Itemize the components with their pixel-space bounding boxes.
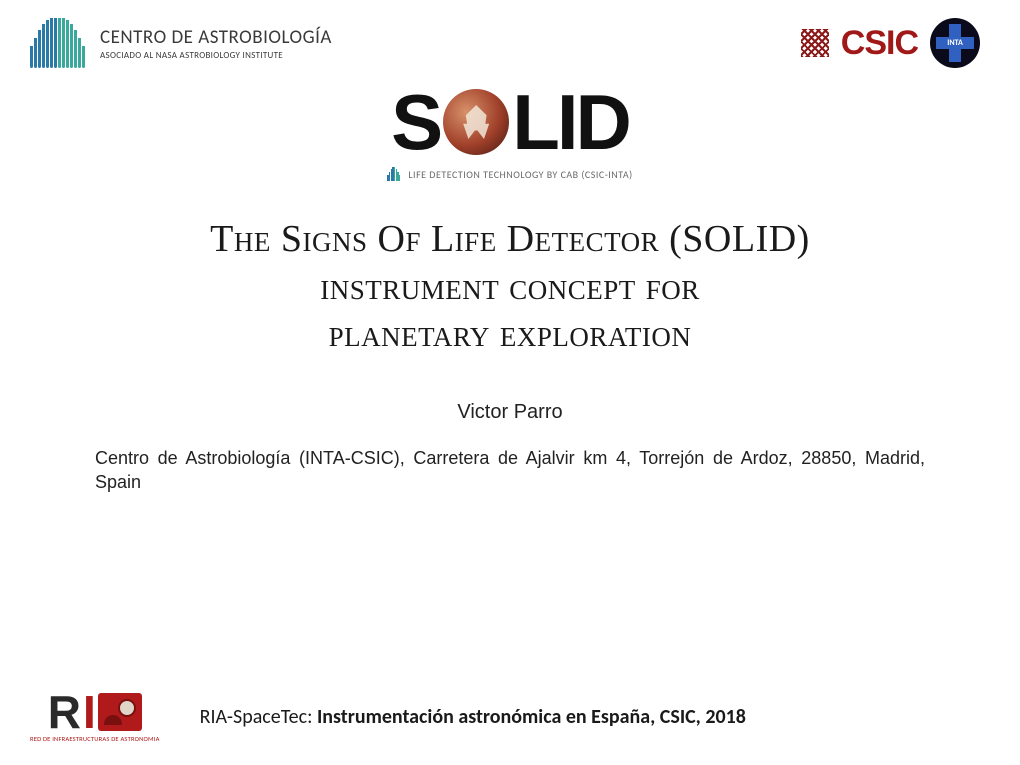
footer-bar: R I RED DE INFRAESTRUCTURAS DE ASTRONOMI… bbox=[30, 692, 990, 743]
solid-s: S bbox=[391, 83, 440, 161]
footer-prefix: RIA-SpaceTec: bbox=[200, 705, 317, 729]
footer-bold: Instrumentación astronómica en España, C… bbox=[317, 705, 746, 729]
ria-subtitle: RED DE INFRAESTRUCTURAS DE ASTRONOMIA bbox=[30, 735, 160, 743]
title-line-1: The Signs Of Life Detector (SOLID) bbox=[0, 216, 1020, 264]
inta-badge-icon: INTA bbox=[930, 18, 980, 68]
header-left: CENTRO DE ASTROBIOLOGÍA ASOCIADO AL NASA… bbox=[30, 18, 332, 68]
solid-wordmark: S LID bbox=[391, 83, 629, 161]
title-line-2: instrument concept for bbox=[0, 264, 1020, 312]
csic-pattern-icon bbox=[801, 29, 829, 57]
solid-logo-block: S LID LIFE DETECTION TECHNOLOGY BY CAB (… bbox=[0, 83, 1020, 181]
solid-tagline: LIFE DETECTION TECHNOLOGY BY CAB (CSIC-I… bbox=[408, 168, 632, 181]
ria-logo: R I RED DE INFRAESTRUCTURAS DE ASTRONOMI… bbox=[30, 692, 160, 743]
cab-logo-icon bbox=[30, 18, 85, 68]
ria-letters: R I bbox=[48, 692, 142, 733]
cab-title: CENTRO DE ASTROBIOLOGÍA bbox=[100, 26, 332, 49]
header-right: CSIC INTA bbox=[801, 18, 980, 68]
inta-label: INTA bbox=[947, 38, 963, 48]
cab-text-block: CENTRO DE ASTROBIOLOGÍA ASOCIADO AL NASA… bbox=[100, 26, 332, 61]
title-line-3: planetary exploration bbox=[0, 311, 1020, 359]
header-bar: CENTRO DE ASTROBIOLOGÍA ASOCIADO AL NASA… bbox=[0, 0, 1020, 68]
author-name: Victor Parro bbox=[0, 401, 1020, 424]
author-affiliation: Centro de Astrobiología (INTA-CSIC), Car… bbox=[95, 446, 925, 495]
ria-i-letter: I bbox=[83, 692, 96, 733]
footer-text: RIA-SpaceTec: Instrumentación astronómic… bbox=[200, 705, 746, 729]
presentation-title: The Signs Of Life Detector (SOLID) instr… bbox=[0, 216, 1020, 359]
solid-tagline-row: LIFE DETECTION TECHNOLOGY BY CAB (CSIC-I… bbox=[0, 167, 1020, 181]
solid-lid: LID bbox=[512, 83, 629, 161]
mars-o-icon bbox=[443, 89, 509, 155]
ria-r-letter: R bbox=[48, 692, 81, 733]
csic-label: CSIC bbox=[841, 24, 918, 63]
mini-cab-icon bbox=[387, 167, 400, 181]
ria-a-icon bbox=[98, 693, 142, 731]
cab-subtitle: ASOCIADO AL NASA ASTROBIOLOGY INSTITUTE bbox=[100, 50, 332, 61]
